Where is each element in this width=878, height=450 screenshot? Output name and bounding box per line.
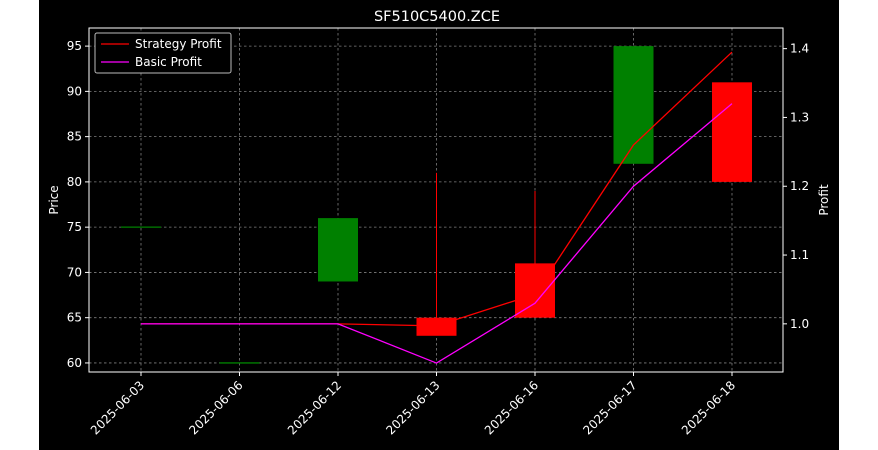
y-tick-label: 65: [67, 311, 82, 325]
y-tick-label: 90: [67, 84, 82, 98]
candle-body: [416, 317, 457, 336]
y-tick-label: 85: [67, 130, 82, 144]
candle-body: [712, 82, 752, 182]
candle-body: [515, 263, 555, 318]
chart-figure: SF510C5400.ZCE 60 65 70 75 80 85 90 95 1.0 1.1 1.2…: [39, 0, 839, 450]
candlestick-chart: SF510C5400.ZCE 60 65 70 75 80 85 90 95 1.0 1.1 1.2…: [47, 9, 831, 437]
y-tick-label: 70: [67, 265, 82, 279]
y-tick-label: 95: [67, 39, 82, 53]
legend-label-strategy: Strategy Profit: [135, 37, 222, 51]
x-tick-label: 2025-06-18: [679, 378, 738, 437]
x-tick-label: 2025-06-12: [285, 378, 344, 437]
x-tick-label: 2025-06-06: [186, 378, 245, 437]
y-tick-label: 75: [67, 220, 82, 234]
y2-tick-label: 1.0: [790, 317, 809, 331]
candle-body: [318, 218, 358, 282]
y-tick-label: 80: [67, 175, 82, 189]
y-tick-label: 60: [67, 356, 82, 370]
y2-tick-label: 1.2: [790, 179, 809, 193]
legend: Strategy Profit Basic Profit: [94, 32, 232, 74]
legend-box: [94, 32, 232, 74]
chart-title: SF510C5400.ZCE: [374, 9, 500, 25]
x-tick-label: 2025-06-13: [383, 378, 442, 437]
legend-label-basic: Basic Profit: [135, 55, 202, 69]
x-tick-label: 2025-06-17: [580, 378, 639, 437]
x-tick-label: 2025-06-16: [482, 378, 541, 437]
x-tick-label: 2025-06-03: [88, 378, 147, 437]
y-axis-label: Price: [47, 185, 61, 214]
y2-tick-label: 1.1: [790, 248, 809, 262]
profit-line-basic-profit: [141, 103, 733, 364]
y2-axis-label: Profit: [817, 184, 831, 216]
y2-tick-label: 1.4: [790, 42, 809, 56]
y2-tick-label: 1.3: [790, 110, 809, 124]
